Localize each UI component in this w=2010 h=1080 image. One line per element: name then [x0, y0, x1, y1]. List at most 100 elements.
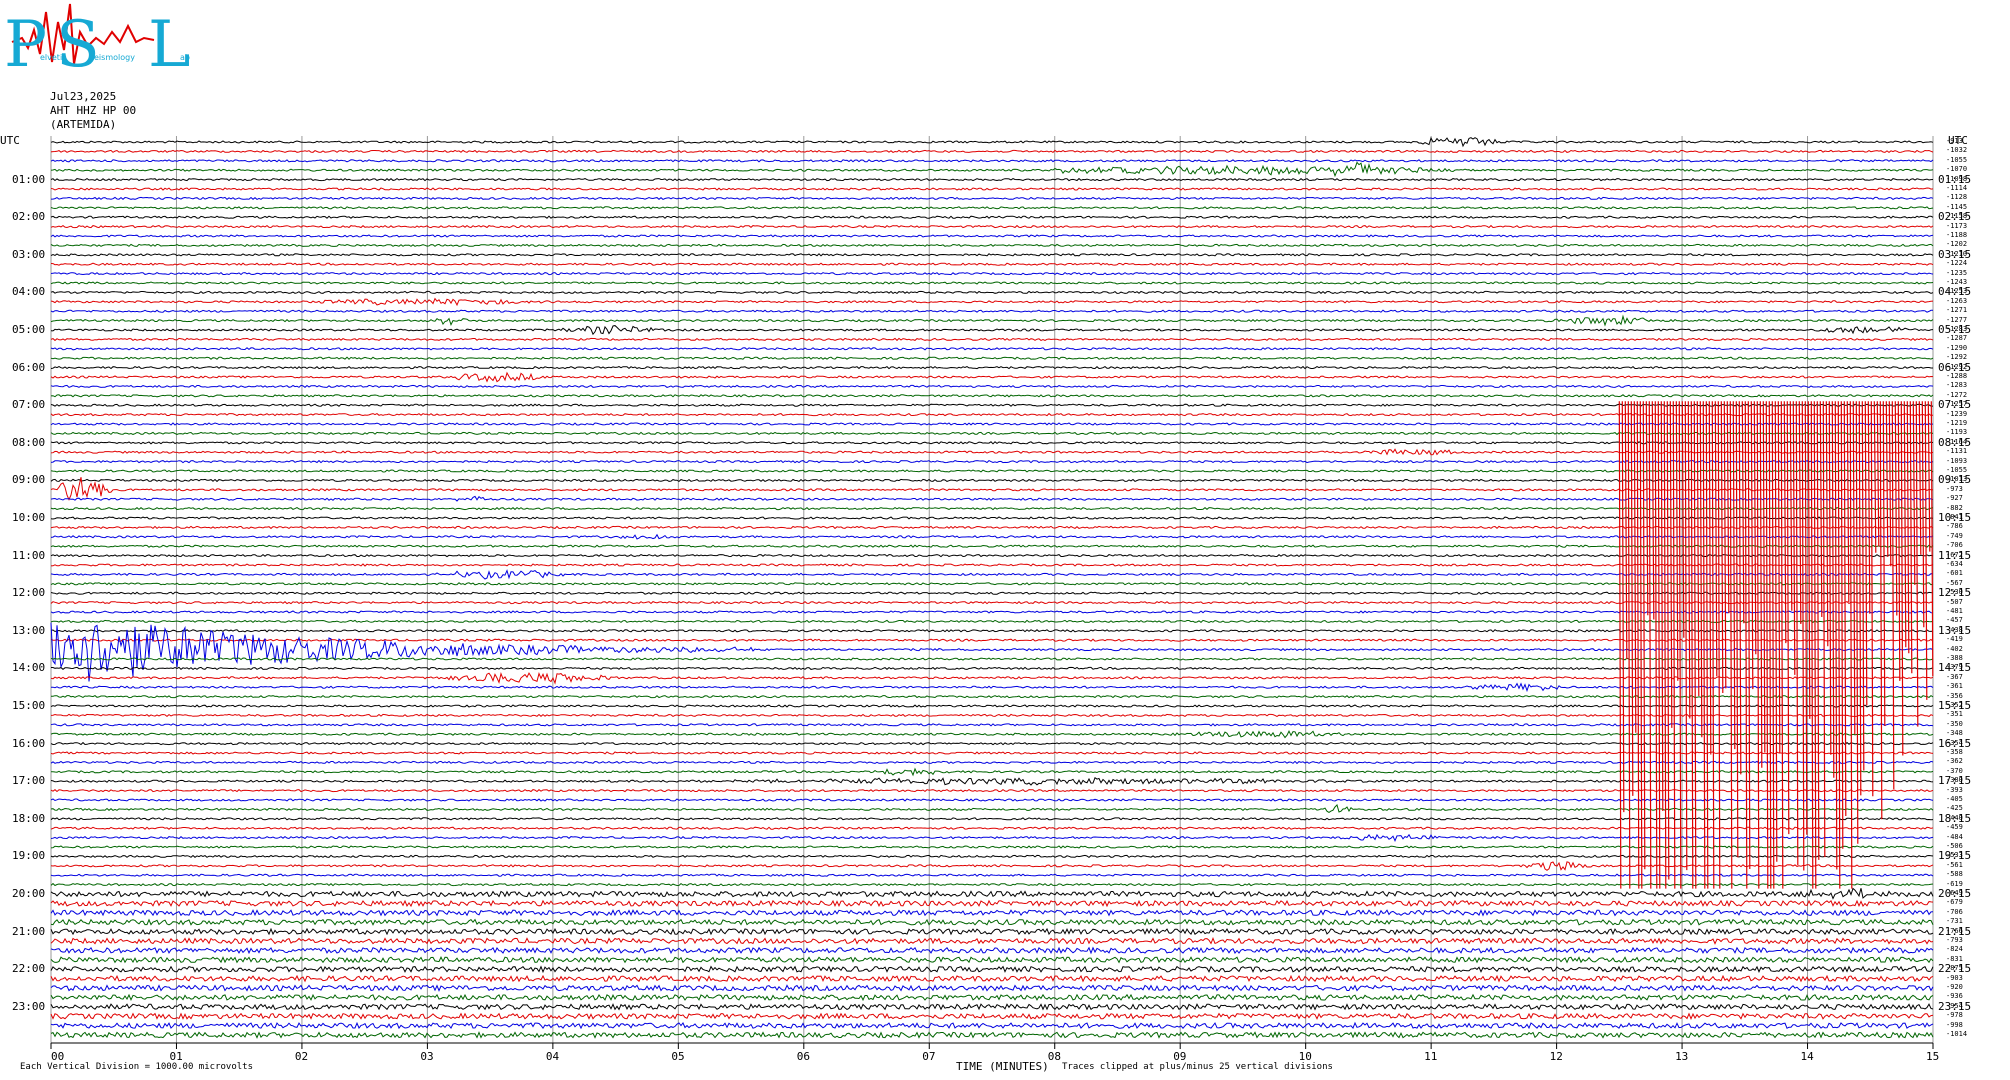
left-hour-label: 09:00	[12, 473, 46, 487]
seismic-trace	[50, 441, 1934, 445]
trace-offset-label: -1013	[1946, 475, 1968, 484]
seismic-trace	[50, 723, 1934, 727]
seismic-trace	[50, 136, 1934, 148]
seismic-trace	[50, 253, 1934, 257]
seismic-trace	[50, 394, 1934, 398]
right-hour-label: 21:15	[1938, 924, 1972, 938]
trace-offset-label: -362	[1946, 757, 1963, 766]
logo-p: P	[4, 8, 47, 74]
trace-offset-label: -1288	[1946, 372, 1968, 380]
trace-offset-label: -954	[1946, 1001, 1963, 1010]
trace-offset-label: -913	[1946, 137, 1963, 145]
seismic-trace	[50, 600, 1934, 605]
left-hour-label: 13:00	[12, 623, 46, 637]
trace-offset-label: -793	[1946, 936, 1963, 944]
x-tick-label: 13	[1675, 1050, 1689, 1063]
trace-offset-label: -824	[1946, 945, 1963, 954]
right-hour-label: 01:15	[1938, 172, 1972, 186]
seismic-trace	[50, 495, 1934, 502]
left-hour-label: 04:00	[12, 285, 46, 299]
trace-offset-label: -875	[1946, 964, 1963, 973]
seismic-trace	[50, 713, 1934, 718]
right-hour-label: 22:15	[1938, 962, 1972, 976]
trace-offset-label: -619	[1946, 879, 1963, 888]
logo-l: L	[148, 8, 191, 74]
right-hour-label: 02:15	[1938, 210, 1972, 224]
trace-offset-label: -749	[1946, 531, 1963, 540]
logo-small-1: elvetic	[40, 53, 67, 62]
seismic-trace	[50, 187, 1934, 191]
right-hour-label: 23:15	[1938, 999, 1972, 1013]
trace-offset-label: -927	[1946, 494, 1963, 503]
seismic-trace	[50, 760, 1934, 765]
left-hour-label: 01:00	[12, 172, 46, 186]
seismic-trace	[50, 798, 1934, 802]
trace-offset-label: -1098	[1946, 174, 1968, 183]
trace-offset-label: -358	[1946, 748, 1963, 756]
header-channel: AHT HHZ HP 00	[50, 104, 137, 117]
seismic-trace	[50, 672, 1934, 685]
trace-offset-label: -393	[1946, 785, 1963, 794]
trace-offset-label: -352	[1946, 701, 1963, 709]
right-hour-label: 12:15	[1938, 586, 1972, 600]
trace-offset-label: -370	[1946, 766, 1963, 775]
seismic-trace	[50, 297, 1934, 307]
seismic-trace	[50, 629, 1934, 633]
trace-offset-label: -1272	[1946, 390, 1968, 399]
trace-offset-label: -1290	[1946, 343, 1968, 352]
trace-offset-label: -920	[1946, 983, 1963, 991]
left-hour-label: 05:00	[12, 323, 46, 336]
logo-seismogram-icon	[11, 3, 155, 65]
trace-offset-label: -1277	[1946, 315, 1968, 324]
seismic-trace	[50, 937, 1934, 945]
seismic-trace	[50, 525, 1934, 530]
trace-offset-label: -786	[1946, 522, 1963, 531]
seismic-trace	[50, 234, 1934, 238]
trace-offset-label: -1032	[1946, 146, 1968, 155]
trace-offset-label: -425	[1946, 804, 1963, 813]
right-hour-label: 04:15	[1938, 285, 1972, 299]
right-hour-label: 14:15	[1938, 661, 1972, 675]
seismic-trace	[50, 478, 1934, 483]
trace-offset-label: -506	[1946, 842, 1963, 850]
left-hour-label: 12:00	[12, 586, 46, 600]
logo-small-3: ab	[180, 53, 190, 62]
seismic-trace	[50, 946, 1934, 955]
seismic-trace	[50, 224, 1934, 229]
trace-offset-label: -1145	[1946, 202, 1968, 211]
trace-offset-label: -1188	[1946, 231, 1968, 239]
right-hour-label: 20:15	[1938, 887, 1972, 900]
trace-offset-label: -1292	[1946, 362, 1968, 371]
seismic-trace	[50, 563, 1934, 567]
seismic-trace	[50, 281, 1934, 285]
seismic-trace	[50, 927, 1934, 936]
trace-offset-label: -1193	[1946, 428, 1968, 437]
seismic-trace	[51, 694, 1934, 699]
right-hour-label: 09:15	[1938, 473, 1972, 487]
seismic-trace	[50, 569, 1934, 580]
trace-offset-label: -507	[1946, 597, 1963, 606]
trace-offset-label: -567	[1946, 578, 1963, 587]
x-tick-label: 04	[545, 1050, 560, 1063]
right-hour-label: 11:15	[1938, 548, 1972, 562]
seismic-trace	[50, 682, 1934, 693]
trace-offset-label: -481	[1946, 607, 1963, 615]
seismic-trace	[50, 544, 1934, 548]
right-hour-label: 03:15	[1938, 247, 1972, 261]
trace-offset-label: -351	[1946, 710, 1963, 719]
trace-offset-label: -419	[1946, 635, 1963, 644]
x-tick-label: 02	[294, 1050, 309, 1063]
trace-offset-label: -1055	[1946, 466, 1968, 474]
trace-offset-label: -1219	[1946, 419, 1968, 427]
seismic-trace	[50, 918, 1934, 926]
trace-offset-label: -380	[1946, 776, 1963, 785]
right-hour-label: 19:15	[1938, 849, 1972, 863]
seismic-trace	[50, 704, 1934, 708]
x-tick-label: 15	[1926, 1050, 1940, 1063]
seismic-trace	[50, 177, 1934, 182]
seismic-trace	[50, 965, 1934, 974]
seismic-trace	[50, 469, 1934, 473]
seismic-trace	[50, 741, 1934, 746]
seismic-trace	[50, 290, 1934, 295]
